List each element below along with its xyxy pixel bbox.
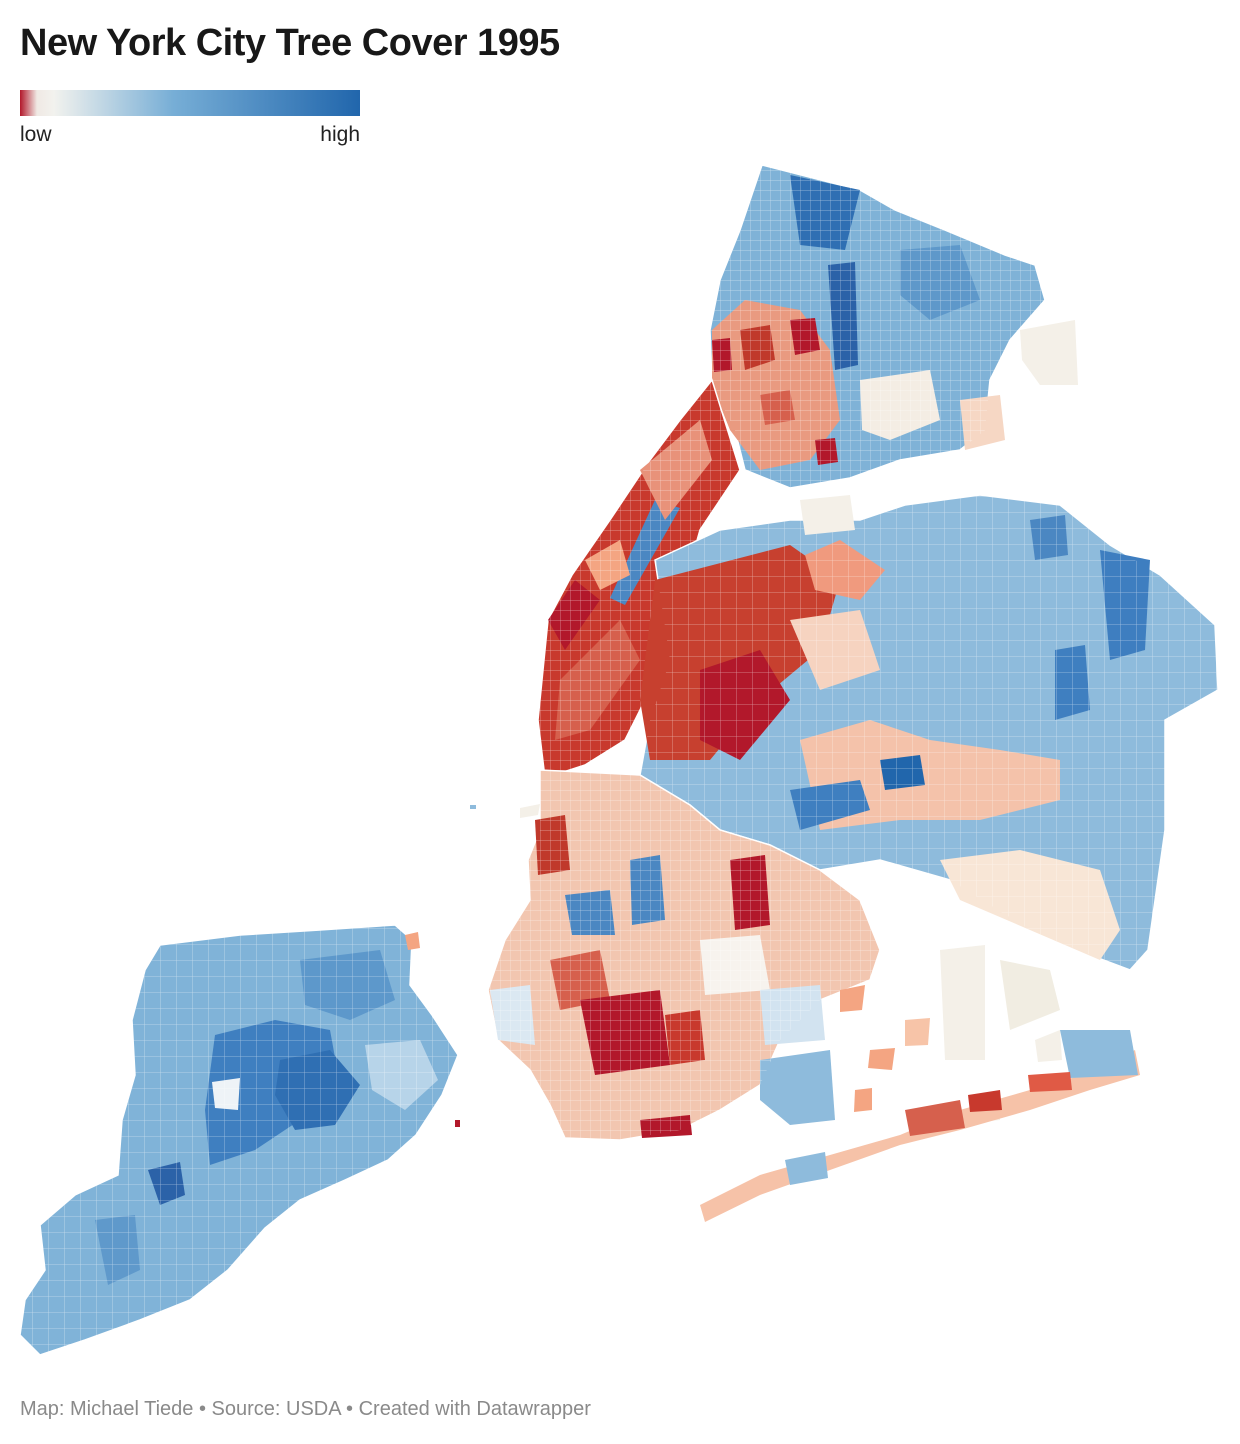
nyc-map [0,160,1219,1370]
map-title: New York City Tree Cover 1995 [20,22,560,64]
legend-gradient-bar [20,90,360,116]
map-area [0,150,1240,1380]
small-islands [455,804,540,1127]
borough-bronx[interactable] [700,160,1078,500]
color-legend: low high [20,90,360,147]
legend-high-label: high [320,123,360,146]
map-footer: Map: Michael Tiede • Source: USDA • Crea… [20,1398,591,1420]
legend-low-label: low [20,123,52,146]
borough-brooklyn[interactable] [480,760,900,1150]
jamaica-bay-and-rockaway[interactable] [700,945,1140,1222]
borough-staten-island[interactable] [0,900,470,1370]
